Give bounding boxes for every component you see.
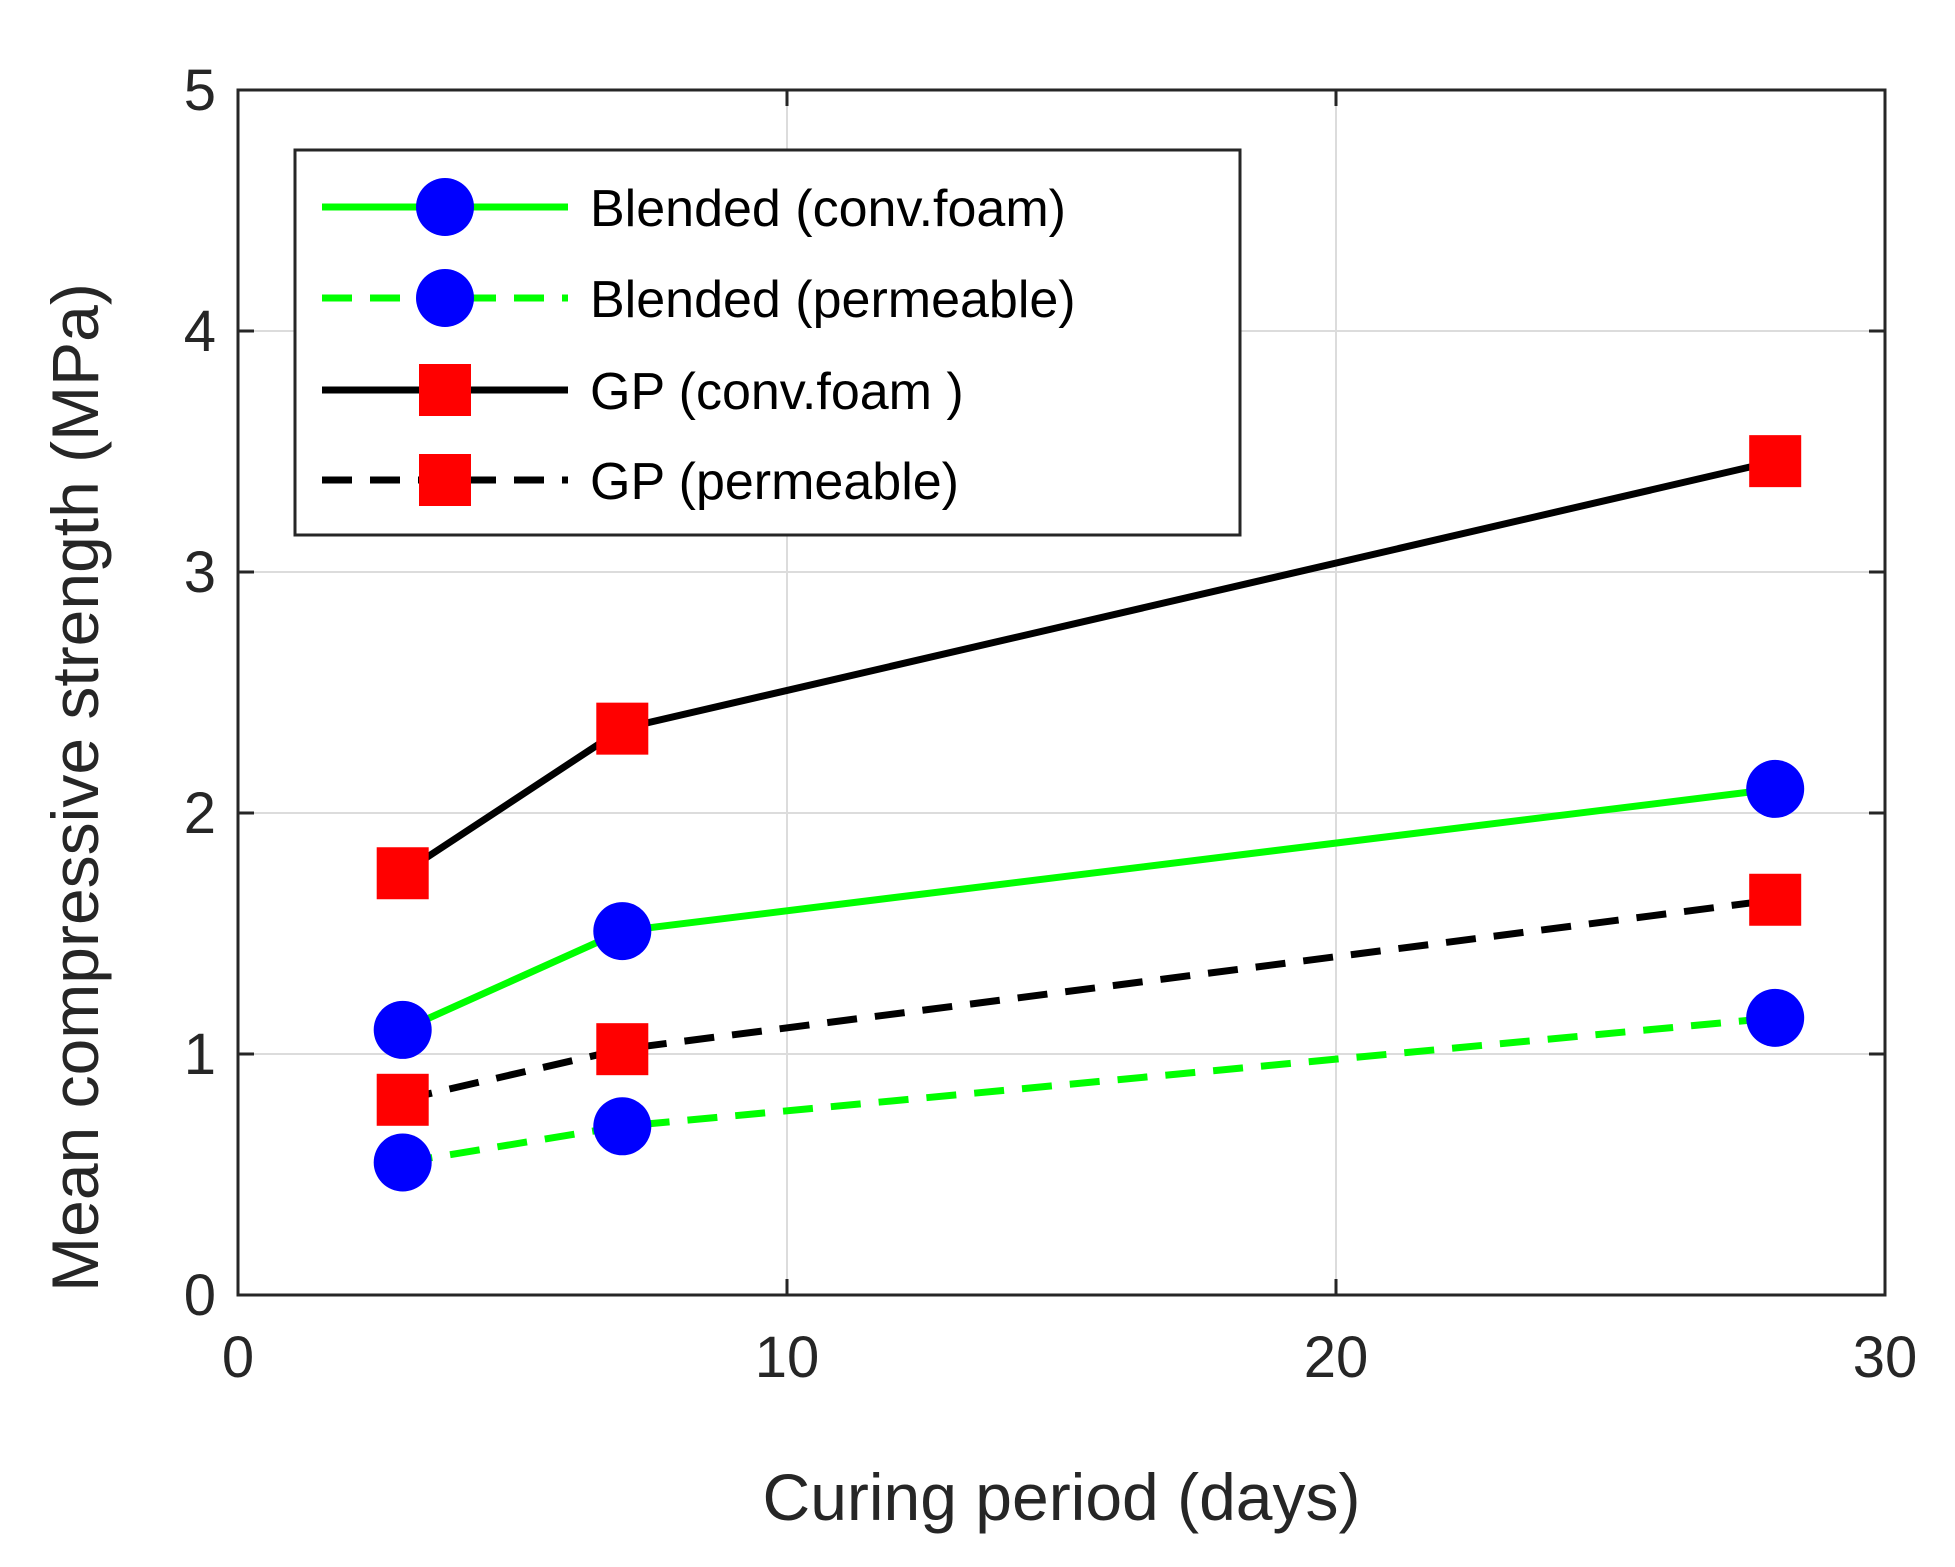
series-4	[376, 873, 1802, 1126]
series-3	[376, 435, 1802, 900]
x-tick-label: 30	[1853, 1325, 1918, 1390]
legend-marker	[419, 364, 471, 416]
y-tick-label: 2	[184, 781, 216, 846]
y-tick-label: 1	[184, 1022, 216, 1087]
legend-item: Blended (conv.foam)	[322, 178, 1066, 238]
axis-ticks: 0 10 20 30 0 1 2 3 4 5	[184, 58, 1918, 1390]
series-1	[373, 759, 1805, 1059]
legend-label: Blended (permeable)	[590, 271, 1076, 329]
x-tick-label: 0	[222, 1325, 254, 1390]
y-tick-label: 4	[184, 299, 216, 364]
legend-label: GP (permeable)	[590, 453, 959, 511]
data-point	[373, 1000, 432, 1059]
plot-frame	[236, 88, 1887, 1297]
y-tick-label: 5	[184, 58, 216, 123]
data-point	[596, 1023, 649, 1076]
data-point	[376, 1073, 429, 1126]
series-group	[373, 435, 1805, 1192]
legend-item: GP (conv.foam )	[322, 363, 964, 421]
data-point	[1749, 873, 1802, 926]
data-point	[596, 702, 649, 755]
series-2	[373, 988, 1805, 1192]
legend-marker	[416, 178, 474, 236]
data-point	[1746, 988, 1805, 1047]
data-point	[376, 847, 429, 900]
legend-marker	[419, 454, 471, 506]
data-point	[593, 902, 652, 961]
data-point	[1749, 435, 1802, 488]
data-point	[593, 1097, 652, 1156]
legend-item: Blended (permeable)	[322, 269, 1076, 329]
y-tick-label: 3	[184, 540, 216, 605]
legend-label: Blended (conv.foam)	[590, 180, 1066, 238]
y-tick-label: 0	[184, 1263, 216, 1328]
legend-marker	[416, 269, 474, 327]
y-axis-label: Mean compressive strength (MPa)	[38, 283, 112, 1292]
legend-label: GP (conv.foam )	[590, 363, 964, 421]
series-line	[402, 1014, 1776, 1166]
x-axis-label: Curing period (days)	[763, 1460, 1361, 1534]
data-point	[1746, 759, 1805, 818]
legend: Blended (conv.foam) Blended (permeable) GP…	[293, 148, 1242, 537]
legend-item: GP (permeable)	[322, 453, 959, 511]
series-line	[401, 896, 1776, 1104]
x-tick-label: 10	[755, 1325, 820, 1390]
data-point	[373, 1133, 432, 1192]
x-tick-label: 20	[1304, 1325, 1369, 1390]
